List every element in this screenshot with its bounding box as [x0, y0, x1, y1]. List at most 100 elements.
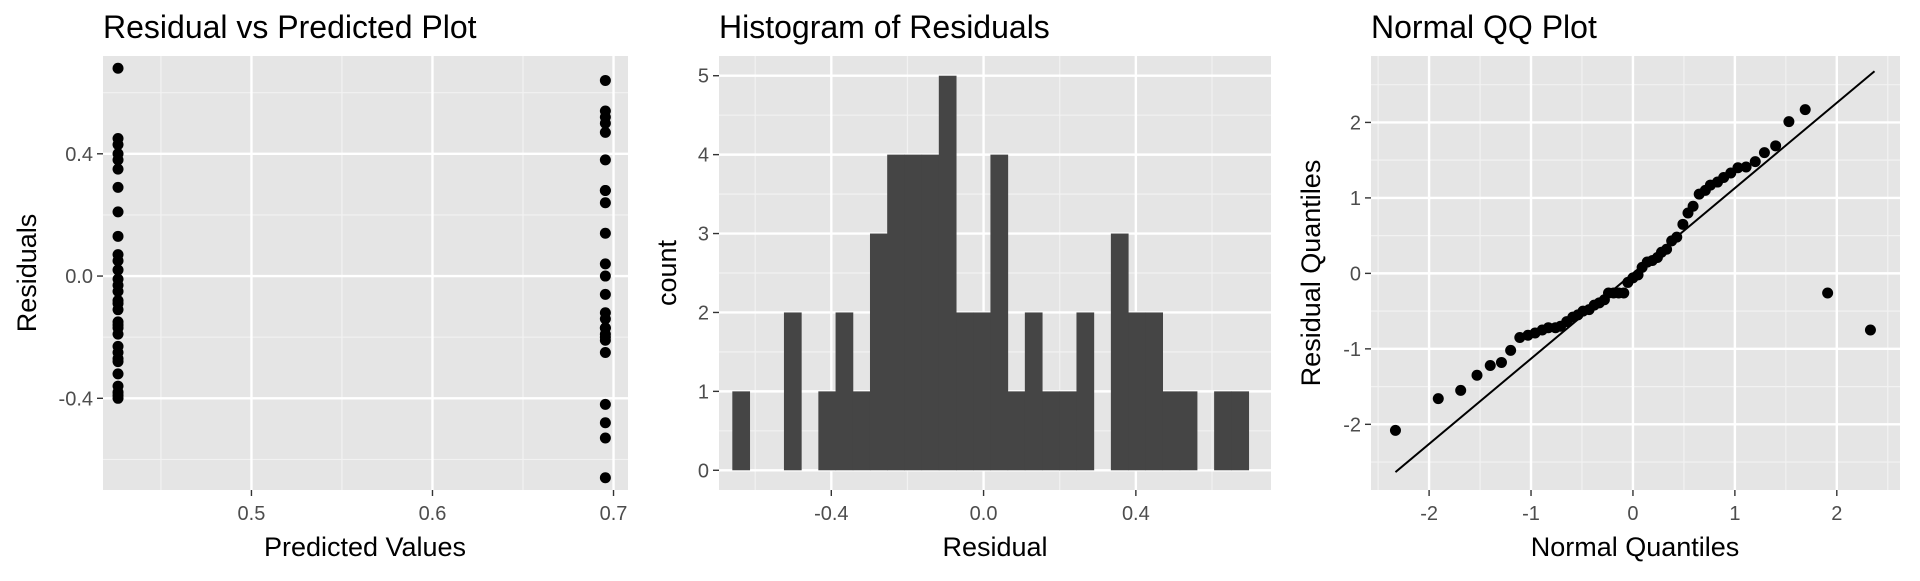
- x-tick-label: 0: [1627, 503, 1638, 525]
- data-point: [599, 117, 611, 129]
- data-point: [1455, 384, 1467, 396]
- data-point: [112, 328, 124, 340]
- histogram-bar: [1076, 312, 1095, 471]
- histogram-bar: [783, 312, 802, 471]
- data-point: [112, 356, 124, 368]
- histogram-bar: [956, 312, 974, 471]
- data-point: [599, 331, 611, 343]
- data-point: [112, 230, 124, 242]
- histogram-bar: [1214, 391, 1232, 471]
- data-point: [1770, 140, 1782, 152]
- data-point: [599, 432, 611, 444]
- data-point: [1740, 161, 1752, 173]
- histogram-bar: [973, 312, 991, 471]
- data-point: [1661, 243, 1673, 255]
- y-tick-label: 5: [698, 66, 709, 88]
- data-point: [112, 392, 124, 404]
- chart-title: Normal QQ Plot: [1371, 9, 1597, 45]
- data-point: [599, 288, 611, 300]
- data-point: [1783, 116, 1795, 128]
- y-tick-label: 2: [1350, 112, 1361, 134]
- data-points: [112, 62, 611, 484]
- x-tick-label: 0.6: [419, 503, 447, 525]
- x-tick-label: 1: [1729, 503, 1740, 525]
- x-tick-label: 0.0: [970, 503, 998, 525]
- y-tick-label: 3: [698, 224, 709, 246]
- data-point: [112, 139, 124, 151]
- histogram-bar: [1024, 312, 1043, 471]
- data-point: [599, 346, 611, 358]
- histogram-bar: [1145, 312, 1164, 471]
- data-point: [112, 206, 124, 218]
- data-point: [599, 398, 611, 410]
- data-point: [599, 313, 611, 325]
- histogram-bar: [1231, 391, 1250, 471]
- data-point: [1758, 147, 1770, 159]
- data-point: [599, 322, 611, 334]
- histogram-bar: [938, 75, 957, 471]
- data-point: [599, 227, 611, 239]
- data-point: [112, 264, 124, 276]
- histogram-bar: [990, 154, 1009, 471]
- histogram-bar: [1110, 233, 1129, 471]
- data-point: [112, 181, 124, 193]
- y-axis-label: Residual Quantiles: [1296, 160, 1326, 387]
- histogram-bar: [732, 391, 751, 471]
- chart-title: Residual vs Predicted Plot: [103, 9, 477, 45]
- data-point: [599, 154, 611, 166]
- y-axis-label: count: [652, 239, 682, 306]
- histogram-bar: [887, 154, 905, 471]
- data-point: [1471, 369, 1483, 381]
- x-tick-label: 0.5: [238, 503, 266, 525]
- data-points: [1389, 70, 1876, 473]
- data-point: [112, 62, 124, 74]
- y-tick-label: 0: [1350, 263, 1361, 285]
- histogram-bar: [835, 312, 854, 471]
- x-tick-label: -1: [1522, 503, 1540, 525]
- data-point: [1505, 344, 1517, 356]
- data-point: [1687, 200, 1699, 212]
- histogram-bar: [852, 391, 871, 471]
- data-point: [112, 304, 124, 316]
- data-point: [1749, 156, 1761, 168]
- x-tick-label: 0.4: [1122, 503, 1150, 525]
- data-point: [112, 368, 124, 380]
- data-point: [599, 74, 611, 86]
- y-tick-label: -1: [1343, 339, 1361, 361]
- x-tick-label: 2: [1831, 503, 1842, 525]
- histogram-bar: [1179, 391, 1198, 471]
- data-point: [1432, 393, 1444, 405]
- panel-histogram: Histogram of Residuals -0.4 0.0 0.4012345 …: [652, 9, 1271, 562]
- data-point: [599, 184, 611, 196]
- data-point: [599, 197, 611, 209]
- data-point: [112, 163, 124, 175]
- data-point: [1864, 324, 1876, 336]
- histogram-bar: [869, 233, 888, 471]
- data-point: [599, 126, 611, 138]
- tick-labels: -0.4 0.0 0.4 0 1 2 3 4 5: [698, 66, 1150, 525]
- data-point: [1677, 218, 1689, 230]
- histogram-bar: [1042, 391, 1060, 471]
- data-point: [599, 472, 611, 484]
- tick-labels: 0.5 0.6 0.7 -0.4 0.0 0.4: [59, 144, 628, 525]
- y-tick-label: 0.4: [65, 144, 93, 166]
- plot-background: [103, 56, 628, 490]
- x-axis-label: Normal Quantiles: [1531, 532, 1740, 562]
- histogram-bar: [1007, 391, 1026, 471]
- data-point: [1822, 287, 1834, 299]
- data-point: [599, 258, 611, 270]
- y-axis-label: Residuals: [12, 214, 42, 333]
- chart-title: Histogram of Residuals: [719, 9, 1050, 45]
- x-axis-label: Predicted Values: [264, 532, 466, 562]
- data-point: [1484, 359, 1496, 371]
- y-tick-label: 0: [698, 460, 709, 482]
- grid-lines: [103, 56, 628, 490]
- y-tick-label: 0.0: [65, 266, 93, 288]
- y-tick-label: -2: [1343, 414, 1361, 436]
- histogram-bar: [1059, 391, 1077, 471]
- data-point: [1389, 424, 1401, 436]
- y-tick-label: 2: [698, 302, 709, 324]
- data-point: [1495, 356, 1507, 368]
- data-point: [599, 270, 611, 282]
